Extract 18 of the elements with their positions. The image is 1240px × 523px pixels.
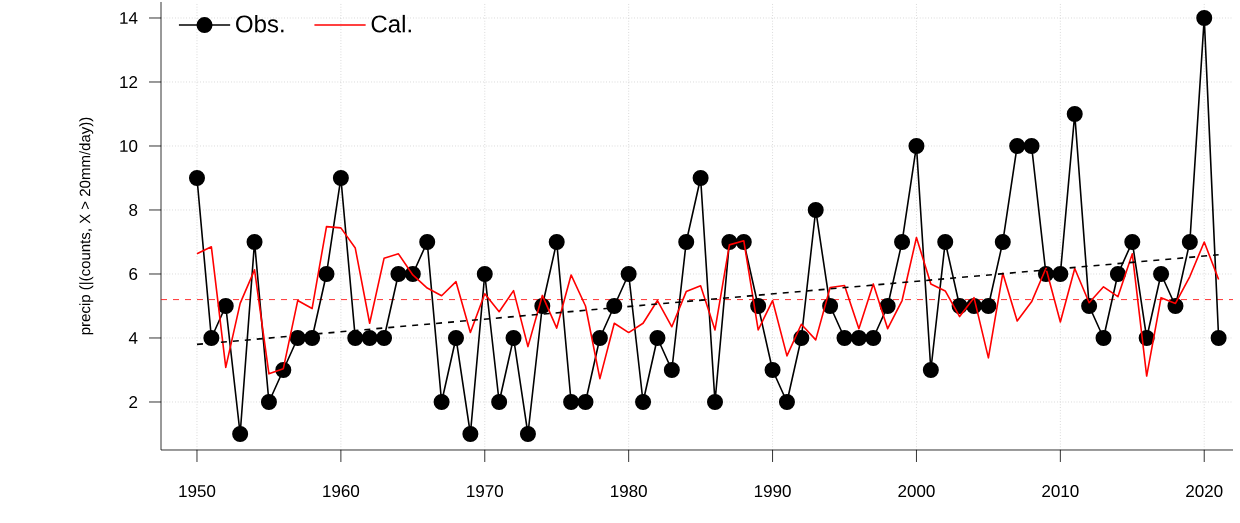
y-axis-title: precip (|(counts, X > 20mm/day)): [79, 117, 94, 335]
x-tick-label: 1970: [467, 485, 503, 498]
y-tick-label: 2: [129, 396, 138, 408]
legend-label: Obs.: [236, 14, 284, 33]
x-tick-label: 1980: [611, 485, 647, 498]
x-tick-label: 1990: [754, 485, 791, 498]
x-tick-label: 1950: [179, 485, 216, 498]
x-tick-label: 2010: [1042, 485, 1079, 498]
x-tick-label: 1960: [323, 485, 360, 498]
y-tick-label: 8: [129, 203, 138, 216]
legend-label: Cal.: [371, 14, 411, 33]
y-tick-label: 4: [128, 332, 138, 344]
x-tick-label: 2020: [1186, 485, 1223, 498]
x-tick-label: 2000: [898, 485, 935, 498]
y-tick-label: 14: [120, 12, 138, 24]
y-tick-label: 12: [120, 76, 138, 88]
y-tick-label: 6: [129, 267, 138, 280]
y-tick-label: 10: [120, 139, 138, 152]
